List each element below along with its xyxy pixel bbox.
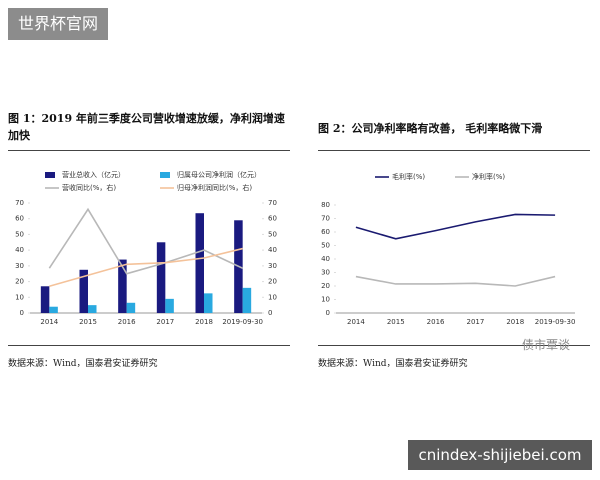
rule [8, 150, 290, 151]
x-tick-label: 2015 [387, 318, 405, 326]
bar [156, 242, 166, 313]
y-tick-label: 0 [20, 309, 24, 317]
y2-tick-label: 20 [268, 278, 277, 286]
bar [49, 306, 58, 313]
bar [79, 269, 88, 313]
y-tick-label: 70 [15, 199, 24, 207]
x-tick-label: 2016 [427, 318, 445, 326]
y2-tick-label: 10 [268, 293, 277, 301]
y2-tick-label: 30 [268, 262, 277, 270]
x-tick-label: 2019-09-30 [535, 318, 576, 326]
watermark: cnindex-shijiebei.com [408, 440, 592, 470]
y2-tick-label: 50 [268, 230, 277, 238]
legend-label: 毛利率(%) [392, 172, 425, 181]
bar [165, 298, 174, 313]
legend-label: 净利率(%) [472, 172, 505, 181]
logo: 债市覃谈 [522, 338, 571, 352]
y-tick-label: 20 [321, 282, 330, 290]
y-tick-label: 40 [15, 246, 24, 254]
y-tick-label: 20 [15, 278, 24, 286]
line [49, 247, 243, 288]
bar [126, 302, 136, 313]
rule [318, 345, 590, 346]
x-tick-label: 2014 [347, 318, 365, 326]
y-tick-label: 30 [15, 262, 24, 270]
legend-swatch [45, 172, 55, 178]
y-tick-label: 10 [321, 296, 330, 304]
legend-label: 营业总收入（亿元） [62, 170, 125, 179]
y2-tick-label: 70 [268, 199, 277, 207]
watermark: 世界杯官网 [8, 8, 108, 40]
x-tick-label: 2014 [40, 318, 58, 326]
y-tick-label: 30 [321, 269, 330, 277]
x-tick-label: 2017 [156, 318, 174, 326]
y2-tick-label: 40 [268, 246, 277, 254]
y-tick-label: 80 [321, 201, 330, 209]
bar [88, 305, 97, 313]
y-tick-label: 10 [15, 293, 24, 301]
bar [242, 287, 252, 313]
x-tick-label: 2017 [467, 318, 485, 326]
line [355, 275, 556, 287]
legend-swatch [160, 172, 170, 178]
line [48, 207, 244, 275]
chart-title: 图 1：2019 年前三季度公司营收增速放缓，净利润增速加快 [8, 112, 285, 142]
bar [40, 286, 50, 313]
x-tick-label: 2016 [118, 318, 136, 326]
x-tick-label: 2018 [195, 318, 213, 326]
y-tick-label: 60 [15, 215, 24, 223]
x-tick-label: 2018 [506, 318, 524, 326]
y2-tick-label: 0 [268, 309, 272, 317]
bar [204, 293, 213, 313]
legend-label: 归属母公司净利润（亿元） [177, 170, 261, 179]
source: 数据来源：Wind，国泰君安证券研究 [8, 359, 158, 369]
legend-label: 营收同比(%，右) [62, 183, 116, 192]
rule [8, 345, 290, 346]
bar [195, 213, 204, 313]
source: 数据来源：Wind，国泰君安证券研究 [318, 359, 468, 369]
bar [118, 259, 127, 313]
y-tick-label: 50 [321, 242, 330, 250]
y-tick-label: 40 [321, 255, 330, 263]
y-tick-label: 0 [326, 309, 330, 317]
y-tick-label: 70 [321, 215, 330, 223]
y-tick-label: 50 [15, 230, 24, 238]
line [355, 213, 556, 240]
x-tick-label: 2019-09-30 [222, 318, 263, 326]
rule [318, 150, 590, 151]
legend-label: 归母净利润同比(%，右) [177, 183, 252, 192]
chart-title: 图 2：公司净利率略有改善， 毛利率略微下滑 [318, 122, 543, 135]
y2-tick-label: 60 [268, 215, 277, 223]
x-tick-label: 2015 [79, 318, 97, 326]
y-tick-label: 60 [321, 228, 330, 236]
